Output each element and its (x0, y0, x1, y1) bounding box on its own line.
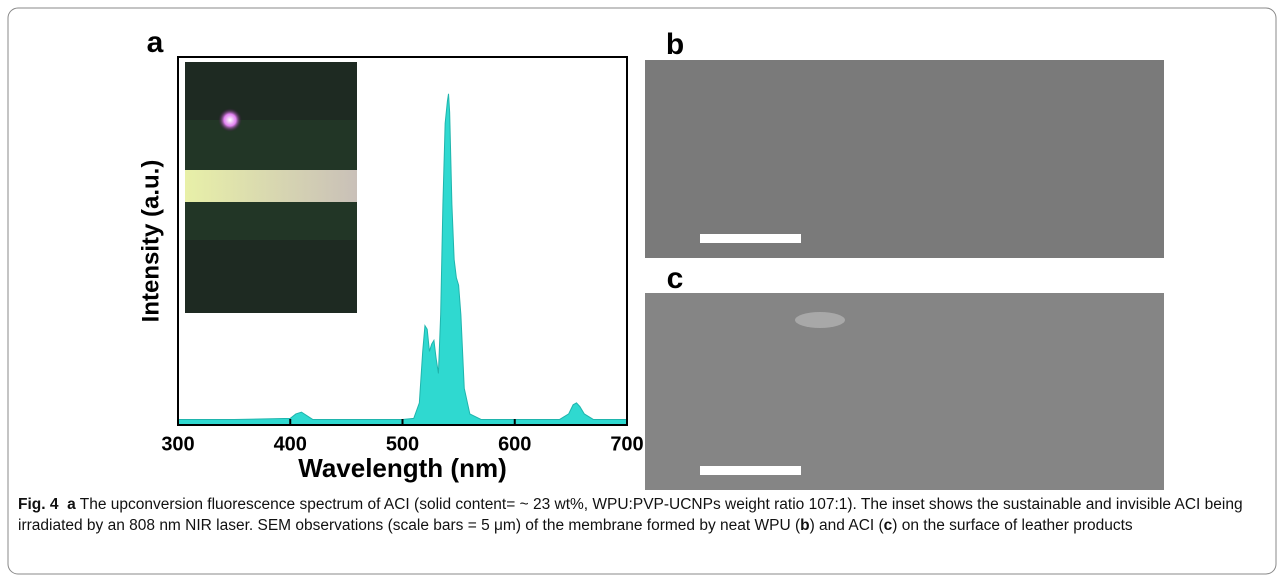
caption-label: Fig. 4 (18, 496, 59, 513)
inset-photo (185, 62, 357, 313)
x-tick-label: 400 (274, 433, 307, 455)
scale-bar (700, 234, 801, 243)
x-tick-label: 300 (161, 433, 194, 455)
caption-text: ) on the surface of leather products (892, 517, 1133, 534)
x-axis-label: Wavelength (nm) (298, 453, 506, 483)
sem-feature (795, 312, 845, 328)
caption-panel-ref: b (800, 517, 810, 534)
sem-image (645, 60, 1164, 258)
x-tick-label: 600 (498, 433, 531, 455)
figure-border (7, 7, 1277, 575)
inset-laser-spot (218, 108, 242, 132)
x-tick-label: 700 (610, 433, 643, 455)
caption-panel-ref: c (883, 517, 893, 534)
caption-text: The upconversion fluorescence spectrum o… (18, 496, 1243, 534)
sem-image (645, 293, 1164, 490)
panel-label: a (147, 26, 164, 59)
panel-label: c (667, 262, 684, 295)
y-axis-label: Intensity (a.u.) (137, 160, 164, 323)
sem-image-c (645, 293, 1164, 490)
scale-bar (700, 466, 801, 475)
spectrum-plot: 300 400 500 600 700 Wavelength (nm) Intensity … (137, 56, 644, 483)
figure-caption: Fig. 4 a The upconversion fluorescence s… (18, 494, 1268, 536)
sem-image-b (645, 60, 1164, 258)
caption-text: ) and ACI ( (809, 517, 884, 534)
inset-beam (185, 170, 357, 202)
spectrum-area (177, 93, 628, 426)
panel-label: b (666, 28, 684, 61)
caption-panel-ref: a (67, 496, 76, 513)
x-tick-label: 500 (386, 433, 419, 455)
